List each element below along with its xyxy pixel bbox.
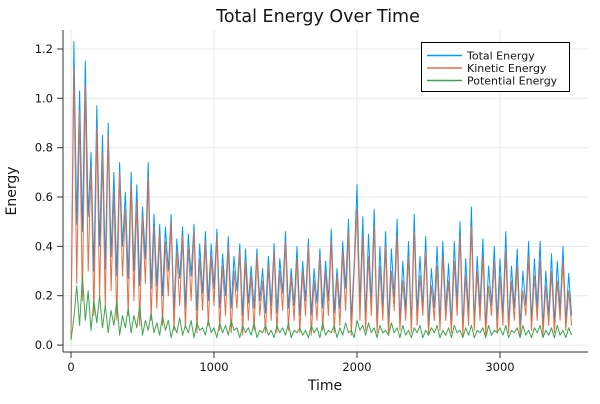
y-axis-label: Energy xyxy=(4,166,20,215)
y-tick-label: 0.2 xyxy=(35,289,53,303)
legend-box xyxy=(421,42,570,92)
y-tick-label: 0.6 xyxy=(35,190,53,204)
y-tick-label: 1.0 xyxy=(35,91,53,105)
legend-label: Kinetic Energy xyxy=(467,62,547,75)
y-tick-label: 0.8 xyxy=(35,141,53,155)
legend-label: Potential Energy xyxy=(467,75,558,88)
series-layer xyxy=(70,41,573,341)
series-line-kinetic-energy xyxy=(70,68,573,338)
series-line-potential-energy xyxy=(70,275,573,341)
chart-title: Total Energy Over Time xyxy=(215,7,420,27)
y-tick-label: 1.2 xyxy=(35,42,53,56)
series-line-total-energy xyxy=(70,41,573,333)
y-tick-label: 0.4 xyxy=(35,239,53,253)
x-axis-label: Time xyxy=(307,378,342,394)
tick-layer: 0 1000 2000 3000 0.0 0.2 0.4 0.6 0.8 1.0 1.2 xyxy=(35,42,515,374)
x-tick-label: 1000 xyxy=(199,360,228,374)
x-tick-label: 3000 xyxy=(485,360,514,374)
x-tick-label: 2000 xyxy=(342,360,371,374)
y-tick-label: 0.0 xyxy=(35,338,53,352)
x-tick-label: 0 xyxy=(67,360,74,374)
legend-label: Total Energy xyxy=(466,50,535,63)
